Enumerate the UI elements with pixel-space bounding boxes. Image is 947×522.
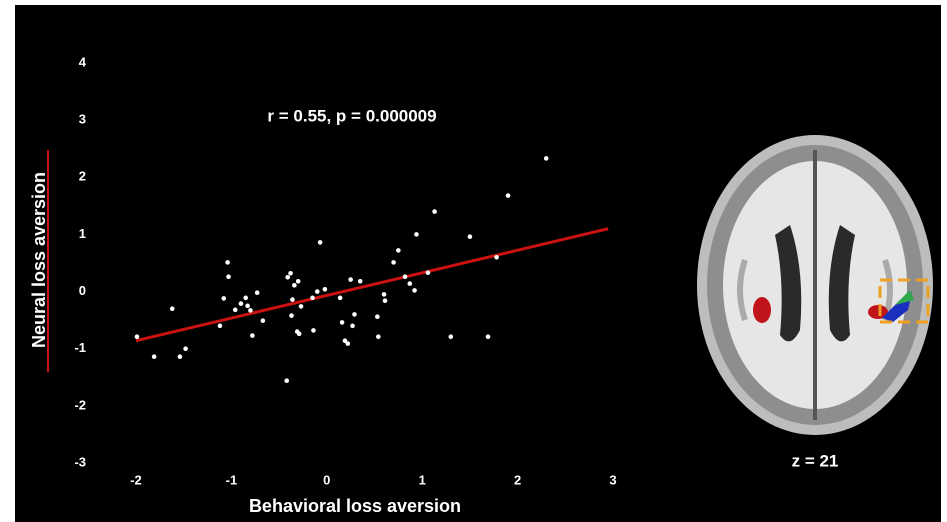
data-point bbox=[383, 298, 388, 303]
y-tick-label: 2 bbox=[79, 169, 86, 184]
annotation: r = 0.55, p = 0.000009 bbox=[267, 106, 436, 125]
data-point bbox=[382, 292, 387, 297]
data-point bbox=[340, 320, 345, 325]
data-point bbox=[289, 313, 294, 318]
data-point bbox=[432, 209, 437, 214]
x-tick-label: -2 bbox=[130, 472, 142, 487]
y-tick-label: 3 bbox=[79, 112, 86, 127]
data-point bbox=[245, 304, 250, 309]
figure: r = 0.55, p = 0.000009 Behavioral loss a… bbox=[0, 0, 947, 522]
y-tick-label: 0 bbox=[79, 283, 86, 298]
data-point bbox=[468, 234, 473, 239]
data-point bbox=[345, 341, 350, 346]
data-point bbox=[311, 328, 316, 333]
y-tick-label: 1 bbox=[79, 226, 86, 241]
data-point bbox=[135, 334, 140, 339]
data-point bbox=[449, 334, 454, 339]
data-point bbox=[248, 308, 253, 313]
data-point bbox=[375, 314, 380, 319]
y-axis-label: Neural loss aversion bbox=[29, 172, 49, 348]
data-point bbox=[352, 312, 357, 317]
data-point bbox=[183, 346, 188, 351]
data-point bbox=[338, 296, 343, 301]
data-point bbox=[292, 283, 297, 288]
y-tick-label: 4 bbox=[79, 54, 87, 69]
y-tick-label: -2 bbox=[74, 397, 86, 412]
data-point bbox=[350, 324, 355, 329]
data-point bbox=[226, 274, 231, 279]
data-point bbox=[391, 260, 396, 265]
data-point bbox=[323, 287, 328, 292]
data-point bbox=[403, 274, 408, 279]
data-point bbox=[412, 288, 417, 293]
data-point bbox=[297, 332, 302, 337]
data-point bbox=[250, 333, 255, 338]
x-axis-label: Behavioral loss aversion bbox=[249, 496, 461, 516]
data-point bbox=[221, 296, 226, 301]
x-tick-label: 0 bbox=[323, 472, 330, 487]
data-point bbox=[544, 156, 549, 161]
data-point bbox=[255, 290, 260, 295]
y-tick-label: -1 bbox=[74, 340, 86, 355]
data-point bbox=[407, 281, 412, 286]
data-point bbox=[426, 270, 431, 275]
data-point bbox=[358, 279, 363, 284]
data-point bbox=[243, 296, 248, 301]
data-point bbox=[396, 248, 401, 253]
data-point bbox=[285, 275, 290, 280]
data-point bbox=[239, 301, 244, 306]
data-point bbox=[170, 306, 175, 311]
data-point bbox=[284, 378, 289, 383]
data-point bbox=[315, 289, 320, 294]
data-point bbox=[288, 271, 293, 276]
data-point bbox=[152, 354, 157, 359]
data-point bbox=[348, 277, 353, 282]
data-point bbox=[486, 334, 491, 339]
y-tick-label: -3 bbox=[74, 454, 86, 469]
data-point bbox=[414, 232, 419, 237]
x-tick-label: 3 bbox=[609, 472, 616, 487]
x-tick-label: -1 bbox=[226, 472, 238, 487]
x-tick-label: 2 bbox=[514, 472, 521, 487]
data-point bbox=[310, 296, 315, 301]
data-point bbox=[218, 324, 223, 329]
data-point bbox=[318, 240, 323, 245]
data-point bbox=[178, 354, 183, 359]
x-tick-label: 1 bbox=[419, 472, 426, 487]
data-point bbox=[233, 308, 238, 313]
data-point bbox=[299, 304, 304, 309]
data-point bbox=[376, 334, 381, 339]
brain-slice bbox=[697, 135, 933, 435]
data-point bbox=[290, 297, 295, 302]
data-point bbox=[261, 318, 266, 323]
slice-label: z = 21 bbox=[792, 451, 839, 470]
data-point bbox=[225, 260, 230, 265]
data-point bbox=[494, 255, 499, 260]
data-point bbox=[506, 193, 511, 198]
data-point bbox=[296, 279, 301, 284]
